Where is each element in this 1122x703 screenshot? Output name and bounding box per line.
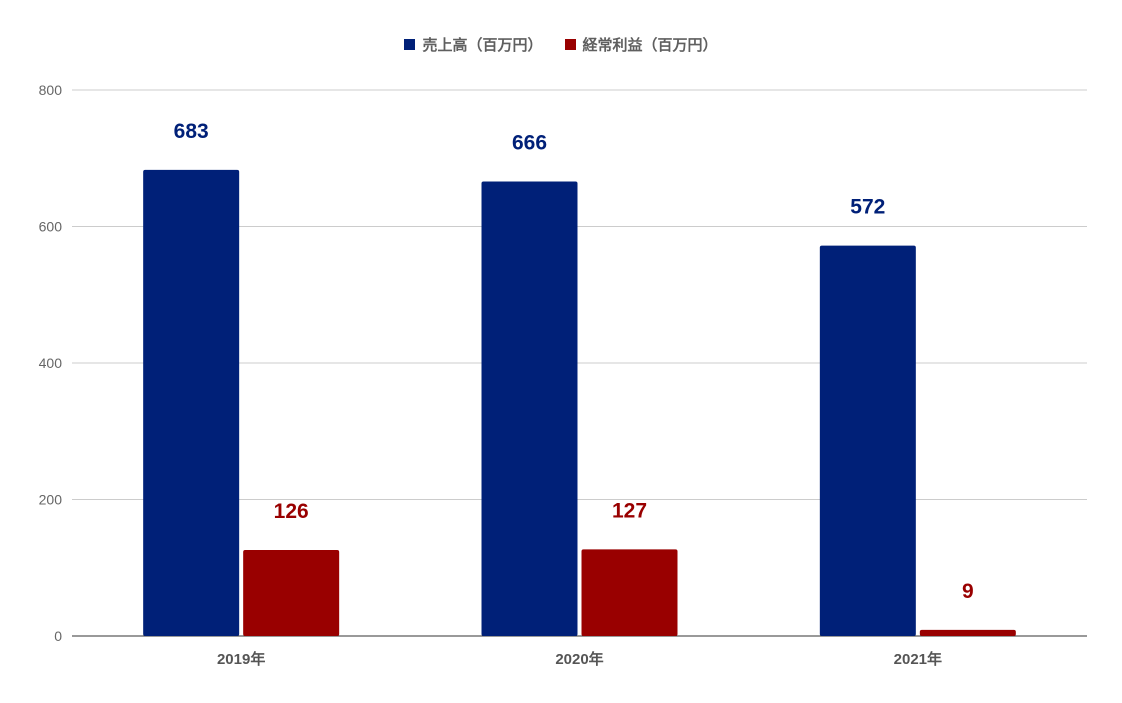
bar-sales (143, 169, 240, 637)
legend-swatch-ordinary-profit (564, 39, 576, 50)
y-tick-label: 400 (39, 355, 63, 371)
legend-item-ordinary-profit: 経常利益（百万円） (564, 34, 718, 55)
bar-ordinary-profit (919, 629, 1016, 636)
data-label-ordinary-profit: 126 (274, 500, 309, 523)
x-tick-label: 2021年 (894, 650, 942, 668)
legend-swatch-sales (404, 39, 416, 50)
y-tick-label: 800 (39, 82, 63, 98)
x-tick-label: 2020年 (555, 650, 603, 668)
data-label-ordinary-profit: 127 (612, 499, 647, 522)
data-label-sales: 666 (512, 131, 547, 154)
legend-label-sales: 売上高（百万円） (422, 37, 543, 54)
y-tick-label: 600 (39, 219, 63, 235)
legend: 売上高（百万円） 経常利益（百万円） (0, 34, 1122, 55)
bar-sales (819, 245, 916, 637)
bar-sales (481, 181, 578, 636)
legend-item-sales: 売上高（百万円） (404, 34, 543, 55)
data-label-sales: 572 (850, 196, 885, 219)
legend-label-ordinary-profit: 経常利益（百万円） (582, 37, 718, 54)
bar-ordinary-profit (243, 550, 340, 636)
bar-ordinary-profit (581, 549, 678, 636)
data-label-ordinary-profit: 9 (962, 580, 974, 603)
data-label-sales: 683 (174, 120, 209, 143)
y-tick-label: 0 (54, 628, 62, 644)
y-tick-label: 200 (39, 492, 63, 508)
x-tick-label: 2019年 (217, 650, 265, 668)
